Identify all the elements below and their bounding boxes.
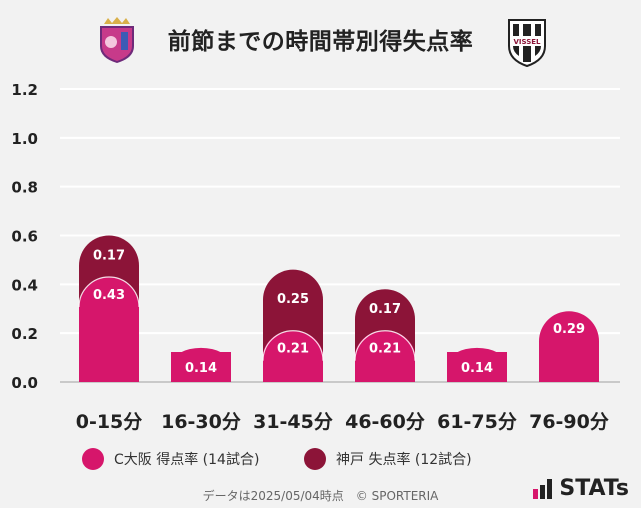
legend-label-cosaka: C大阪 得点率 (14試合) [114,452,260,468]
data-label-kobe: 0.17 [369,302,401,317]
bar-cosaka [355,352,415,382]
data-label-cosaka: 0.29 [553,322,585,337]
vissel-logo-text: VISSEL [513,38,541,46]
bar-cosaka [79,352,139,382]
x-tick-label: 61-75分 [437,411,517,433]
data-label-cosaka: 0.43 [93,288,125,303]
stats-bars-icon [533,478,553,499]
legend-item-cosaka: C大阪 得点率 (14試合) [82,448,259,470]
bar-separator [262,330,324,361]
brand-logo: STATs [533,476,629,501]
cerezo-osaka-crest-icon [100,17,134,63]
chart-title: 前節までの時間帯別得失点率 [167,29,474,55]
brand-text: STATs [559,476,629,501]
x-tick-label: 0-15分 [76,411,143,433]
x-tick-label: 76-90分 [529,411,609,433]
data-label-cosaka: 0.21 [277,342,309,357]
bar-separator [78,276,140,308]
y-tick-label: 1.0 [11,130,38,148]
y-tick-label: 0.4 [11,276,38,294]
data-label-kobe: 0.25 [277,292,309,307]
y-tick-label: 0.8 [11,179,38,197]
y-tick-label: 0.6 [11,228,38,246]
legend-label-kobe: 神戸 失点率 (12試合) [336,452,472,468]
footer-note: データは2025/05/04時点 © SPORTERIA [202,489,439,503]
bar-cosaka [447,352,507,382]
bar-separator [354,330,416,361]
legend-swatch-cosaka [82,448,104,470]
legend-item-kobe: 神戸 失点率 (12試合) [304,448,472,470]
y-tick-label: 0.0 [11,374,38,392]
bar-cosaka [171,352,231,382]
legend-swatch-kobe [304,448,326,470]
data-label-cosaka: 0.14 [461,361,493,376]
y-tick-label: 1.2 [11,81,38,99]
x-tick-label: 16-30分 [161,411,241,433]
bar-chart: 0.0 0.2 0.4 0.6 0.8 1.0 1.2 0.17 0.43 0-15分 0.14 16… [11,81,620,433]
bar-cosaka [263,352,323,382]
vissel-kobe-crest-icon: VISSEL [508,19,546,68]
x-tick-label: 46-60分 [345,411,425,433]
bar-cosaka [539,352,599,382]
data-label-cosaka: 0.14 [185,361,217,376]
y-tick-label: 0.2 [11,325,38,343]
x-tick-label: 31-45分 [253,411,333,433]
data-label-kobe: 0.17 [93,248,125,263]
data-label-cosaka: 0.21 [369,342,401,357]
